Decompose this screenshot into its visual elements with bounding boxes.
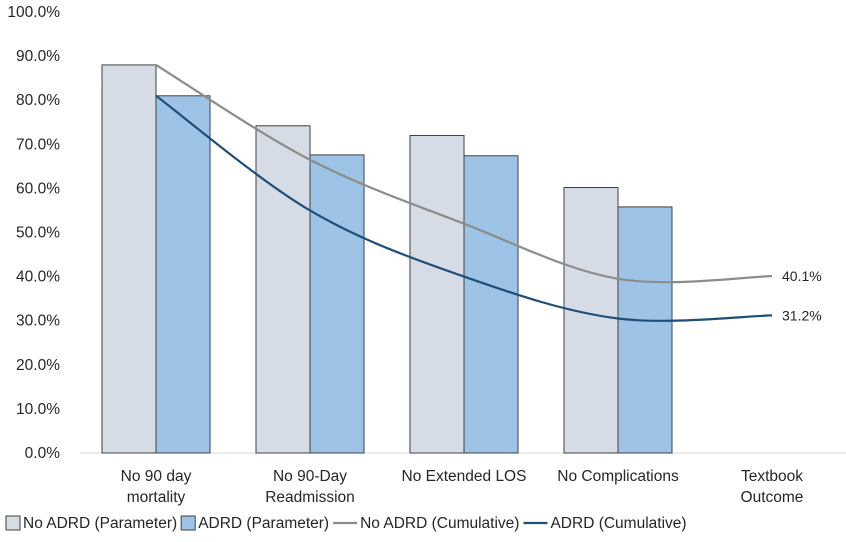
- data-label-no-adrd-cumulative: 40.1%: [782, 268, 822, 284]
- bar-adrd-parameter: [155, 95, 211, 454]
- bars: [101, 64, 673, 454]
- bar-no-adrd-parameter: [409, 134, 465, 454]
- y-tick-label: 20.0%: [16, 357, 60, 374]
- legend-label: ADRD (Cumulative): [550, 515, 686, 532]
- x-category-label: Textbook Outcome: [741, 468, 804, 506]
- legend: No ADRD (Parameter) ADRD (Parameter) No AD…: [5, 515, 687, 532]
- legend-item-adrd-cumulative: ADRD (Cumulative): [523, 515, 687, 532]
- y-tick-label: 70.0%: [16, 136, 60, 153]
- y-tick-label: 10.0%: [16, 401, 60, 418]
- bar-adrd-parameter: [617, 206, 673, 454]
- cumulative-lines: [155, 63, 773, 322]
- line-adrd-cumulative: [155, 94, 773, 322]
- x-axis-category-labels: No 90 day mortality No 90-Day Readmission No…: [121, 468, 804, 506]
- bar-no-adrd-parameter: [255, 125, 311, 454]
- y-tick-label: 100.0%: [7, 4, 60, 21]
- bar-no-adrd-parameter: [563, 187, 619, 454]
- x-category-label: No 90-Day Readmission: [265, 468, 355, 506]
- data-label-adrd-cumulative: 31.2%: [782, 307, 822, 323]
- data-labels: 40.1% 31.2%: [782, 268, 822, 323]
- x-category-label: No Complications: [557, 468, 679, 485]
- bar-adrd-parameter: [309, 154, 365, 454]
- legend-swatch: [5, 515, 21, 531]
- legend-label: ADRD (Parameter): [198, 515, 329, 532]
- bar-adrd-parameter: [463, 155, 519, 454]
- legend-item-no-adrd-parameter: No ADRD (Parameter): [5, 515, 177, 532]
- x-category-label: No Extended LOS: [402, 468, 527, 485]
- bar-no-adrd-parameter: [101, 64, 157, 454]
- legend-label: No ADRD (Parameter): [23, 515, 177, 532]
- y-tick-label: 80.0%: [16, 92, 60, 109]
- line-no-adrd-cumulative: [155, 63, 773, 284]
- y-tick-label: 90.0%: [16, 48, 60, 65]
- y-tick-label: 30.0%: [16, 313, 60, 330]
- y-tick-label: 50.0%: [16, 225, 60, 242]
- legend-label: No ADRD (Cumulative): [360, 515, 519, 532]
- legend-item-no-adrd-cumulative: No ADRD (Cumulative): [333, 515, 519, 532]
- y-tick-label: 0.0%: [25, 445, 61, 462]
- y-axis-tick-labels: 0.0% 10.0% 20.0% 30.0% 40.0% 50.0% 60.0% 70.0% 8…: [7, 4, 60, 462]
- y-tick-label: 40.0%: [16, 269, 60, 286]
- x-category-label: No 90 day mortality: [121, 468, 192, 506]
- y-tick-label: 60.0%: [16, 180, 60, 197]
- legend-swatch: [180, 515, 196, 531]
- legend-item-adrd-parameter: ADRD (Parameter): [180, 515, 329, 532]
